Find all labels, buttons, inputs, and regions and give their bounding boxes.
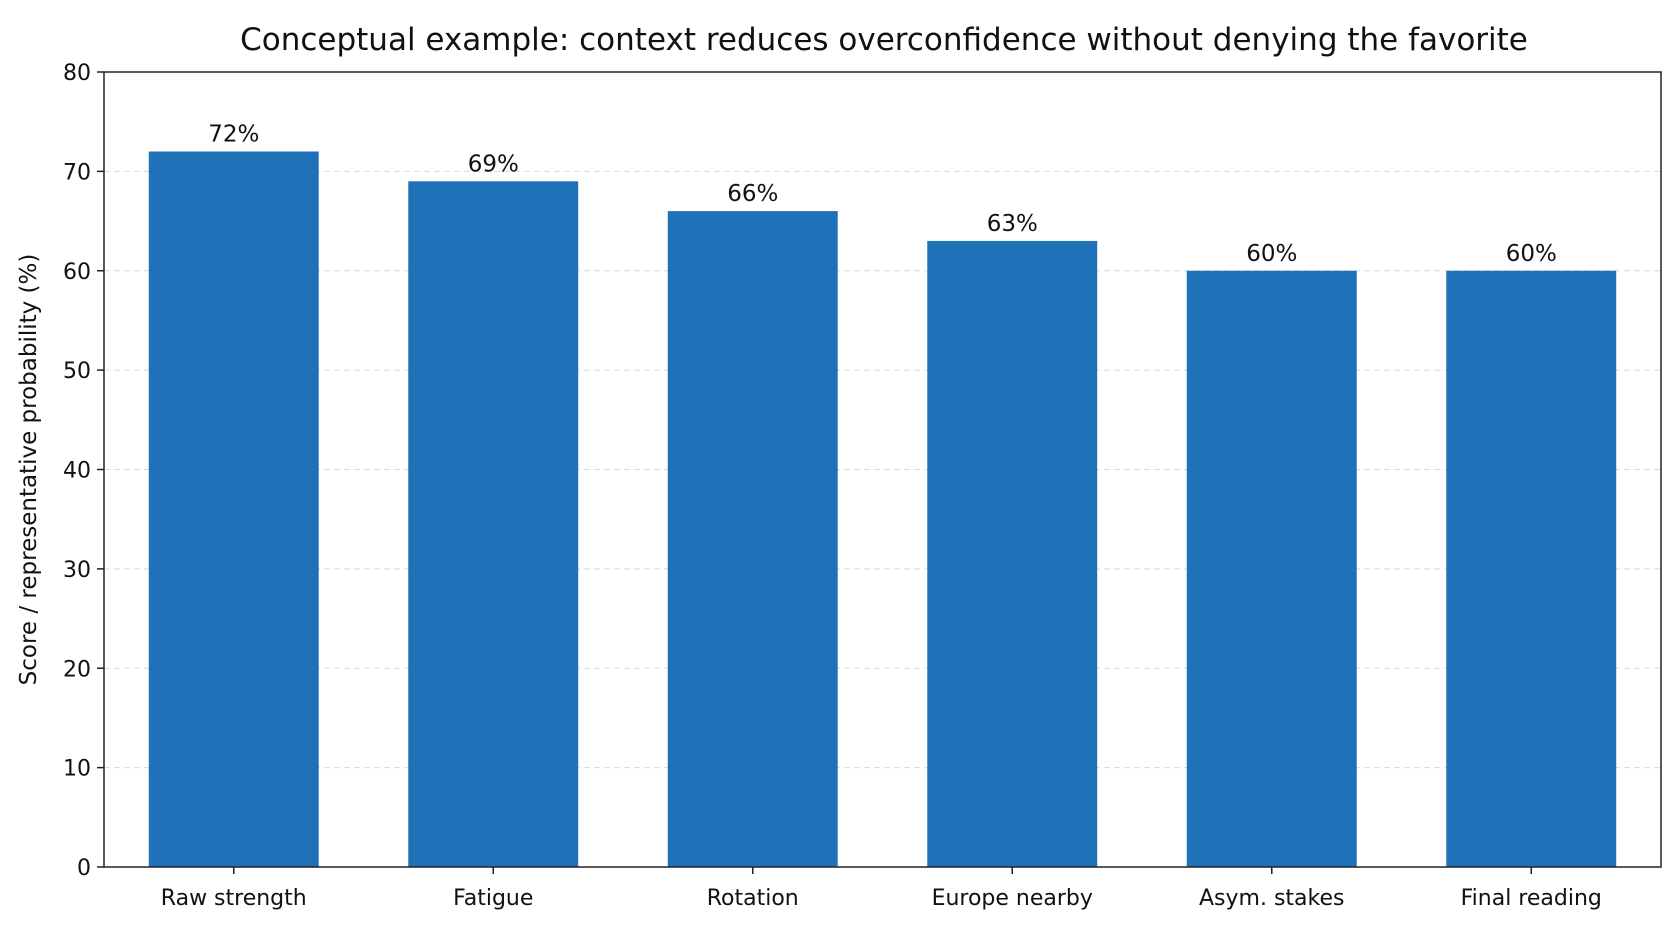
y-tick-label: 30 xyxy=(63,558,91,583)
x-tick-label: Final reading xyxy=(1461,886,1602,911)
y-axis-label: Score / representative probability (%) xyxy=(16,254,42,686)
y-tick-label: 60 xyxy=(63,260,91,285)
chart-title: Conceptual example: context reduces over… xyxy=(240,22,1528,58)
data-label: 66% xyxy=(727,181,778,207)
x-axis: Raw strength Fatigue Rotation Europe nearby… xyxy=(161,867,1602,911)
data-labels: 72% 69% 66% 63% 60% 60% xyxy=(208,122,1557,267)
bar xyxy=(1186,270,1357,867)
data-label: 72% xyxy=(208,122,259,148)
data-label: 60% xyxy=(1506,241,1557,267)
y-tick-label: 10 xyxy=(63,757,91,782)
y-tick-label: 40 xyxy=(63,459,91,484)
x-tick-label: Fatigue xyxy=(453,886,533,911)
bar xyxy=(667,211,838,867)
y-tick-label: 50 xyxy=(63,359,91,384)
y-tick-label: 80 xyxy=(63,61,91,86)
bars xyxy=(148,151,1617,867)
data-label: 63% xyxy=(987,211,1038,237)
x-tick-label: Europe nearby xyxy=(932,886,1093,911)
y-tick-label: 0 xyxy=(77,856,91,881)
bar xyxy=(408,181,579,867)
data-label: 60% xyxy=(1246,241,1297,267)
plot-frame xyxy=(103,71,1662,868)
y-tick-label: 70 xyxy=(63,160,91,185)
x-tick-label: Rotation xyxy=(707,886,799,911)
x-tick-label: Raw strength xyxy=(161,886,307,911)
data-label: 69% xyxy=(468,151,519,177)
x-tick-label: Asym. stakes xyxy=(1199,886,1344,911)
y-tick-label: 20 xyxy=(63,657,91,682)
bar xyxy=(1446,270,1617,867)
gridlines xyxy=(104,170,1661,769)
y-axis: 0 10 20 30 40 50 60 70 80 xyxy=(63,61,104,881)
bar xyxy=(927,240,1098,867)
bar xyxy=(148,151,319,867)
